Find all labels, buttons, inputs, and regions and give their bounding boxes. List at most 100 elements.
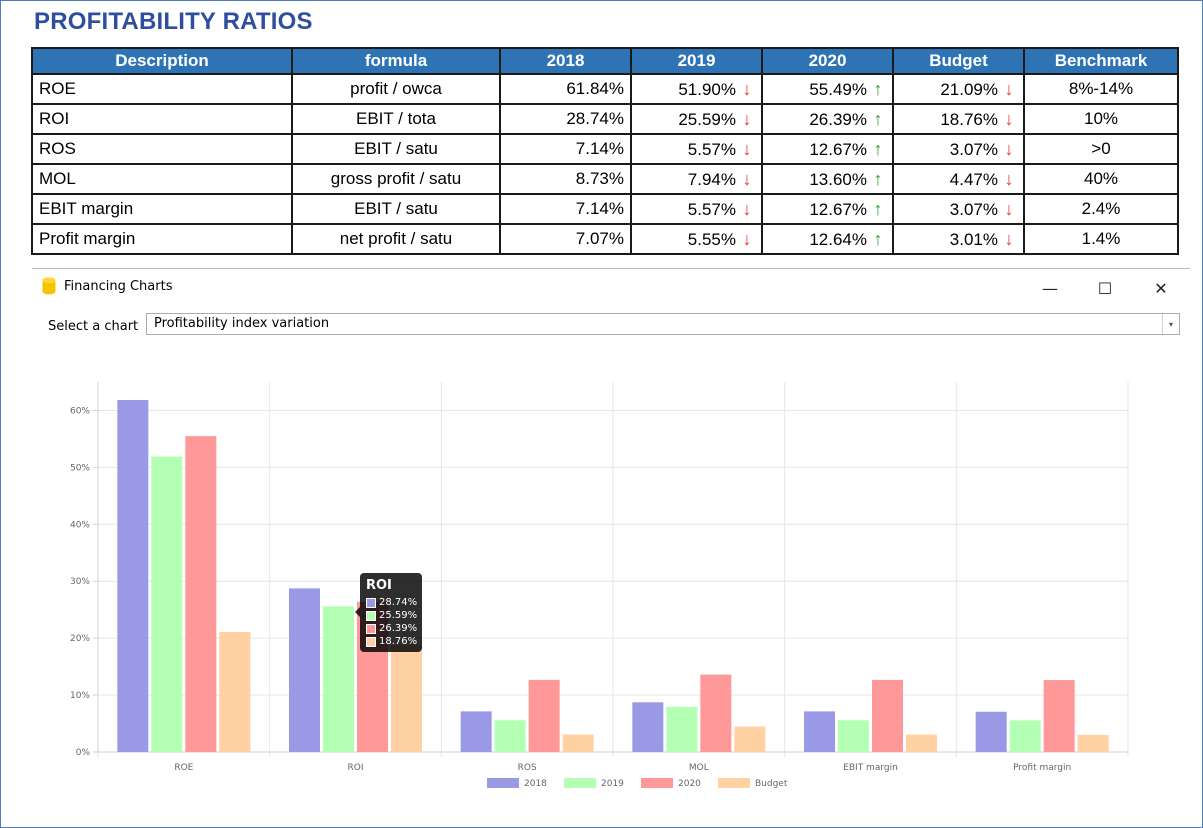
- cell-formula: EBIT / satu: [291, 133, 501, 165]
- cell-value: 3.07%: [949, 199, 998, 219]
- bar[interactable]: [1043, 680, 1075, 752]
- bar[interactable]: [1009, 720, 1041, 752]
- cell-value: ROI: [39, 109, 70, 128]
- close-button[interactable]: ✕: [1154, 278, 1168, 298]
- cell-value: 1.4%: [1081, 229, 1121, 248]
- bar[interactable]: [289, 588, 320, 752]
- cell-value: net profit / satu: [339, 229, 453, 248]
- legend-swatch: [487, 778, 519, 788]
- bar[interactable]: [151, 456, 183, 752]
- cell-value: EBIT / tota: [355, 109, 436, 128]
- cell-budget: 4.47% ↓: [892, 163, 1025, 195]
- bar[interactable]: [804, 711, 835, 752]
- cell-benchmark: >0: [1023, 133, 1179, 165]
- ratios-table: Description formula 2018 2019 2020 Budge…: [31, 47, 1179, 255]
- cell-description: ROE: [31, 73, 293, 105]
- cell-value: 13.60%: [809, 169, 867, 189]
- legend-swatch: [718, 778, 750, 788]
- cell-value: 8.73%: [575, 169, 624, 188]
- cell-value: 4.47%: [949, 169, 998, 189]
- bar[interactable]: [632, 702, 664, 752]
- bar[interactable]: [906, 734, 937, 752]
- cell-value: 28.74%: [566, 109, 624, 128]
- cell-2019: 7.94% ↓: [630, 163, 763, 195]
- maximize-button[interactable]: ☐: [1097, 278, 1113, 298]
- x-tick-label: ROS: [518, 763, 537, 773]
- bar[interactable]: [219, 631, 251, 752]
- table-row: MOL gross profit / satu 8.73% 7.94% ↓ 13.60% ↑…: [31, 163, 1179, 195]
- legend-swatch: [366, 623, 376, 634]
- column-header: formula: [291, 47, 501, 75]
- bar[interactable]: [494, 720, 526, 752]
- window-title: Financing Charts: [64, 278, 173, 294]
- cell-value: 2.4%: [1081, 199, 1121, 218]
- arrow-down-icon: ↓: [1004, 108, 1014, 129]
- bar[interactable]: [323, 606, 354, 752]
- cell-2019: 5.57% ↓: [630, 193, 763, 225]
- cell-value: 40%: [1083, 169, 1119, 188]
- table-row: EBIT margin EBIT / satu 7.14% 5.57% ↓ 12.67% ↑…: [31, 193, 1179, 225]
- cell-2018: 7.14%: [499, 193, 632, 225]
- cell-value: ROS: [39, 139, 76, 158]
- arrow-down-icon: ↓: [742, 108, 752, 129]
- y-tick-label: 30%: [70, 577, 90, 587]
- tooltip-value: 25.59%: [379, 610, 418, 621]
- bar[interactable]: [562, 734, 594, 752]
- cell-value: 12.67%: [809, 139, 867, 159]
- cell-benchmark: 40%: [1023, 163, 1179, 195]
- cell-description: EBIT margin: [31, 193, 293, 225]
- bar[interactable]: [185, 436, 217, 752]
- cell-value: 3.01%: [949, 229, 998, 249]
- bar[interactable]: [734, 726, 766, 752]
- bar[interactable]: [975, 711, 1007, 752]
- cell-benchmark: 1.4%: [1023, 223, 1179, 255]
- cell-value: 5.55%: [687, 229, 736, 249]
- cell-value: 55.49%: [809, 79, 867, 99]
- cell-value: 8%-14%: [1068, 79, 1134, 98]
- bar[interactable]: [117, 399, 149, 752]
- cell-formula: net profit / satu: [291, 223, 501, 255]
- chevron-down-icon[interactable]: ▾: [1162, 314, 1179, 334]
- minimize-button[interactable]: —: [1042, 278, 1058, 298]
- cell-budget: 21.09% ↓: [892, 73, 1025, 105]
- arrow-up-icon: ↑: [873, 78, 883, 99]
- cell-value: 61.84%: [566, 79, 624, 98]
- cell-value: 7.07%: [575, 229, 624, 248]
- cell-formula: profit / owca: [291, 73, 501, 105]
- y-tick-label: 60%: [70, 406, 90, 416]
- bar[interactable]: [528, 679, 560, 752]
- bar[interactable]: [838, 720, 869, 752]
- cell-description: ROS: [31, 133, 293, 165]
- cell-formula: gross profit / satu: [291, 163, 501, 195]
- page-title: PROFITABILITY RATIOS: [34, 8, 313, 35]
- legend-swatch: [366, 597, 376, 608]
- select-chart-label: Select a chart: [48, 319, 139, 334]
- bar[interactable]: [700, 674, 732, 752]
- cell-2020: 12.67% ↑: [761, 193, 894, 225]
- bar[interactable]: [1077, 734, 1109, 752]
- arrow-down-icon: ↓: [742, 78, 752, 99]
- cell-budget: 3.01% ↓: [892, 223, 1025, 255]
- x-tick-label: Profit margin: [1013, 763, 1071, 773]
- legend-swatch: [641, 778, 673, 788]
- cell-benchmark: 10%: [1023, 103, 1179, 135]
- cell-value: 10%: [1083, 109, 1119, 128]
- legend-label: 2020: [678, 779, 701, 789]
- table-row: ROI EBIT / tota 28.74% 25.59% ↓ 26.39% ↑ 18.76%…: [31, 103, 1179, 135]
- tooltip-title: ROI: [366, 578, 392, 593]
- bar[interactable]: [872, 679, 903, 752]
- x-tick-label: ROE: [174, 763, 193, 773]
- bar[interactable]: [460, 711, 492, 752]
- cell-2020: 12.67% ↑: [761, 133, 894, 165]
- y-tick-label: 0%: [76, 748, 91, 758]
- cell-2019: 5.57% ↓: [630, 133, 763, 165]
- arrow-up-icon: ↑: [873, 228, 883, 249]
- cell-2018: 7.14%: [499, 133, 632, 165]
- bar[interactable]: [666, 706, 698, 752]
- chart-select[interactable]: Profitability index variation ▾: [146, 313, 1180, 335]
- bar[interactable]: [391, 645, 422, 752]
- x-tick-label: MOL: [689, 763, 709, 773]
- cell-2018: 61.84%: [499, 73, 632, 105]
- arrow-up-icon: ↑: [873, 138, 883, 159]
- tooltip-row: 18.76%: [366, 636, 417, 647]
